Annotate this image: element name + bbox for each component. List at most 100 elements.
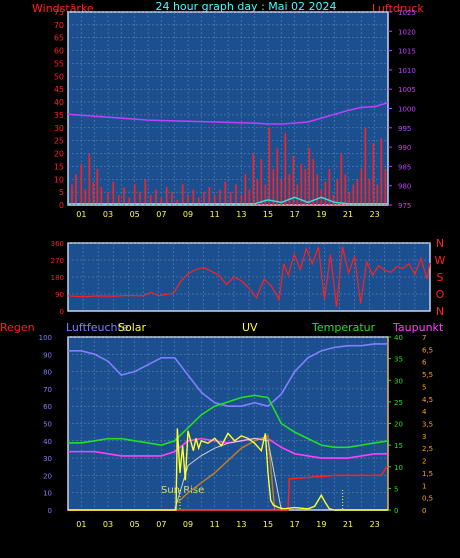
- hour-tick-label: 13: [236, 210, 246, 219]
- hour-tick-label: 15: [263, 520, 273, 529]
- gust-bar: [75, 174, 77, 205]
- wind-tick-label: 40: [54, 98, 64, 107]
- temperature-tick-label: 25: [394, 399, 403, 407]
- uv-tick-label: 6: [422, 359, 427, 367]
- rain-line: [68, 466, 388, 511]
- temperature-tick-label: 20: [394, 421, 403, 429]
- uv-tick-label: 1: [422, 482, 426, 490]
- gust-bar: [117, 194, 120, 205]
- gust-bar: [252, 153, 255, 205]
- gust-bar: [344, 174, 347, 205]
- gust-bar: [96, 168, 99, 205]
- wind-tick-label: 25: [54, 137, 64, 146]
- uv-tick-label: 0,5: [422, 495, 433, 503]
- gust-bar: [240, 194, 243, 205]
- hour-tick-label: 13: [236, 520, 246, 529]
- solar-label: Solar: [118, 321, 147, 334]
- gust-bar: [165, 186, 168, 205]
- pressure-tick-label: 1005: [398, 86, 416, 94]
- gust-bar: [149, 194, 152, 205]
- gust-bar: [224, 181, 227, 205]
- gust-bar: [304, 168, 307, 205]
- gust-bar: [272, 168, 275, 205]
- compass-letter: N: [436, 305, 444, 318]
- solar-line: [68, 428, 388, 511]
- gust-bar: [340, 153, 343, 205]
- pressure-tick-label: 980: [398, 183, 411, 191]
- humidity-tick-label: 30: [43, 455, 52, 463]
- pressure-tick-label: 1020: [398, 28, 416, 36]
- gust-bar: [133, 184, 136, 205]
- gust-bar: [288, 174, 291, 205]
- uv-tick-label: 2: [422, 458, 426, 466]
- gust-bar: [324, 181, 327, 205]
- hour-tick-label: 23: [370, 210, 380, 219]
- gust-bar: [260, 158, 263, 205]
- humidity-line: [68, 343, 388, 408]
- temperature-tick-label: 40: [394, 334, 403, 342]
- gust-bar: [71, 184, 73, 205]
- hour-tick-label: 05: [130, 520, 140, 529]
- direction-tick-label: 0: [60, 308, 64, 316]
- humidity-tick-label: 50: [43, 421, 52, 429]
- wind-tick-label: 20: [54, 150, 64, 159]
- gust-bar: [244, 174, 247, 205]
- pressure-tick-label: 1000: [398, 106, 416, 114]
- gust-bar: [155, 189, 157, 205]
- wind-direction-line: [67, 246, 431, 308]
- pressure-tick-label: 975: [398, 202, 411, 210]
- gust-bar: [280, 179, 283, 205]
- wind-tick-label: 50: [54, 72, 64, 81]
- wind-tick-label: 35: [54, 111, 64, 120]
- wind-tick-label: 70: [54, 21, 64, 30]
- temperature-tick-label: 5: [394, 485, 398, 493]
- gust-bar: [308, 148, 311, 205]
- wind-tick-label: 65: [54, 34, 64, 43]
- hour-tick-label: 15: [263, 210, 273, 219]
- gust-bar: [296, 184, 299, 205]
- gust-bar: [203, 192, 205, 205]
- pressure-tick-label: 990: [398, 144, 411, 152]
- hour-tick-label: 17: [290, 520, 300, 529]
- gust-bar: [352, 184, 355, 205]
- hour-tick-label: 07: [156, 520, 166, 529]
- gust-bar: [284, 132, 287, 205]
- hour-tick-label: 03: [103, 210, 113, 219]
- uv-tick-label: 7: [422, 334, 426, 342]
- hour-tick-label: 17: [290, 210, 300, 219]
- gust-bar: [356, 179, 359, 205]
- hour-tick-label: 21: [343, 210, 353, 219]
- gust-bar: [187, 194, 189, 205]
- wind-pressure-panel: 24 hour graph day : Mai 02 2024 Windstär…: [32, 0, 424, 219]
- gust-bar: [384, 168, 387, 205]
- wind-tick-label: 45: [54, 85, 64, 94]
- humidity-tick-label: 60: [43, 403, 52, 411]
- uv-tick-label: 5: [422, 383, 426, 391]
- humidity-tick-label: 80: [43, 369, 52, 377]
- gust-bar: [160, 197, 163, 205]
- hour-tick-label: 09: [183, 210, 193, 219]
- wind-tick-label: 0: [59, 201, 64, 210]
- gust-bar: [300, 163, 303, 205]
- wind-tick-label: 60: [54, 47, 64, 56]
- gust-bar: [336, 179, 339, 205]
- solar-average-line: [176, 434, 276, 511]
- humidity-tick-label: 0: [48, 507, 52, 515]
- gust-bar: [123, 186, 125, 205]
- humidity-tick-label: 40: [43, 438, 52, 446]
- hour-tick-label: 05: [130, 210, 140, 219]
- gust-bar: [139, 192, 141, 205]
- gust-bar: [176, 199, 179, 205]
- gust-bar: [171, 192, 173, 205]
- uv-tick-label: 4,5: [422, 396, 433, 404]
- sun-rise-annotation: Sun Rise: [161, 485, 204, 496]
- gust-bar: [92, 181, 95, 205]
- pressure-tick-label: 1015: [398, 48, 416, 56]
- gust-bar: [144, 179, 147, 205]
- rain-axis-label: Regen: [0, 321, 35, 334]
- pressure-tick-label: 995: [398, 125, 411, 133]
- gust-bar: [219, 189, 221, 205]
- hour-tick-label: 23: [370, 520, 380, 529]
- gust-bar: [372, 143, 375, 205]
